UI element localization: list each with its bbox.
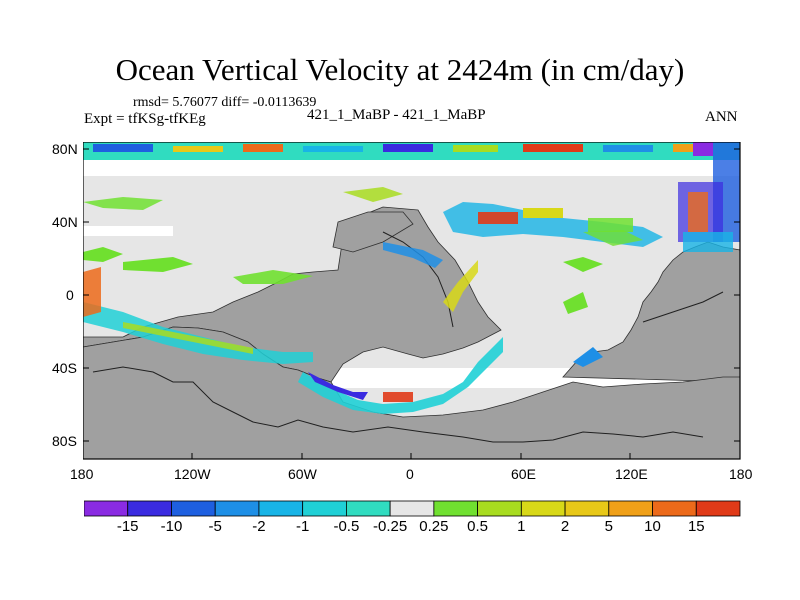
colorbar-label: 15 bbox=[687, 518, 705, 535]
colorbar-label: 2 bbox=[560, 518, 570, 535]
colorbar-label: 10 bbox=[644, 518, 661, 535]
colorbar-label: -1 bbox=[296, 518, 310, 535]
colorbar-box bbox=[84, 500, 129, 517]
colorbar-label: -0.25 bbox=[372, 518, 408, 535]
colorbar-box bbox=[695, 500, 741, 517]
colorbar-box bbox=[652, 500, 697, 517]
lat-label-40s: 40S bbox=[52, 360, 77, 376]
lat-label-80s: 80S bbox=[52, 433, 77, 449]
lon-label-120w: 120W bbox=[174, 466, 211, 482]
colorbar-label: -5 bbox=[208, 518, 222, 535]
colorbar-label: 0.5 bbox=[467, 518, 489, 535]
velocity-map bbox=[83, 142, 741, 460]
colorbar-box bbox=[302, 500, 347, 517]
colorbar-box bbox=[171, 500, 216, 517]
colorbar-box bbox=[477, 500, 522, 517]
colorbar-label: -15 bbox=[116, 518, 139, 535]
lon-label-180e: 180 bbox=[729, 466, 753, 482]
plot-title: Ocean Vertical Velocity at 2424m (in cm/… bbox=[115, 52, 685, 87]
colorbar-box bbox=[520, 500, 566, 517]
lon-label-120e: 120E bbox=[615, 466, 648, 482]
land-north-africa-arabia bbox=[332, 211, 414, 253]
colorbar-label: -0.5 bbox=[333, 518, 360, 535]
colorbar-label: 0.25 bbox=[419, 518, 449, 535]
colorbar-box bbox=[345, 500, 391, 517]
lat-label-40n: 40N bbox=[52, 214, 78, 230]
colorbar-label: 1 bbox=[517, 518, 526, 535]
season-label: ANN bbox=[705, 109, 738, 125]
colorbar-box bbox=[127, 500, 172, 517]
colorbar-label: 5 bbox=[604, 518, 613, 535]
lon-label-60e: 60E bbox=[511, 466, 536, 482]
colorbar-box bbox=[258, 500, 304, 517]
lon-label-180w: 180 bbox=[70, 466, 94, 482]
lat-label-80n: 80N bbox=[52, 141, 78, 157]
colorbar-box bbox=[564, 500, 610, 517]
map-field bbox=[83, 142, 741, 460]
lat-label-0: 0 bbox=[66, 287, 74, 303]
colorbar bbox=[84, 500, 741, 517]
colorbar-box bbox=[433, 500, 478, 517]
colorbar-label: -2 bbox=[252, 518, 266, 535]
experiment-label: Expt = tfKSg-tfKEg bbox=[84, 111, 206, 127]
colorbar-box bbox=[608, 500, 653, 517]
colorbar-label: -10 bbox=[160, 518, 183, 535]
colorbar-box bbox=[214, 500, 260, 517]
stats-label: rmsd= 5.76077 diff= -0.0113639 bbox=[133, 95, 317, 110]
lon-label-60w: 60W bbox=[288, 466, 317, 482]
colorbar-box bbox=[389, 500, 435, 517]
lon-label-0: 0 bbox=[406, 466, 414, 482]
case-label: 421_1_MaBP - 421_1_MaBP bbox=[307, 107, 486, 123]
